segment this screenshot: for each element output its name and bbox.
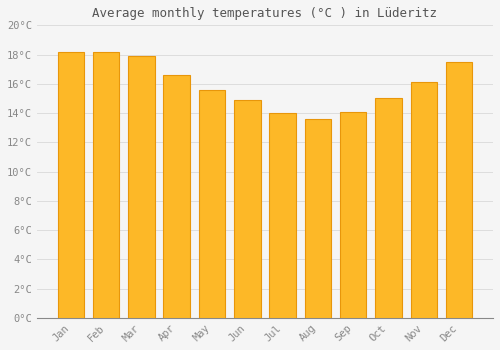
- Bar: [446, 62, 472, 318]
- Bar: [375, 98, 402, 318]
- Bar: [198, 90, 225, 318]
- Bar: [93, 51, 120, 318]
- Bar: [304, 119, 331, 318]
- Bar: [410, 82, 437, 318]
- Bar: [58, 51, 84, 318]
- Bar: [270, 113, 296, 318]
- Bar: [128, 56, 154, 318]
- Bar: [164, 75, 190, 318]
- Title: Average monthly temperatures (°C ) in Lüderitz: Average monthly temperatures (°C ) in Lü…: [92, 7, 438, 20]
- Bar: [340, 112, 366, 318]
- Bar: [234, 100, 260, 318]
